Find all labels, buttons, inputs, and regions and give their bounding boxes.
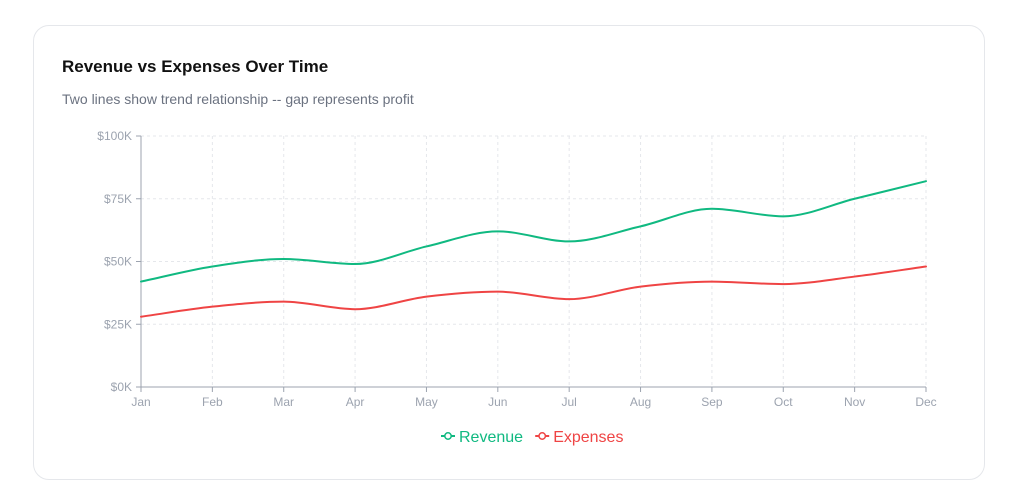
y-tick-label: $100K xyxy=(97,129,132,143)
legend-swatch-dot-expenses xyxy=(538,432,547,440)
y-tick-label: $50K xyxy=(104,255,132,269)
line-chart: $0K $25K $50K $75K $100K Jan Feb Mar Apr May Jun Ju… xyxy=(97,129,936,446)
x-tick-label: Nov xyxy=(844,395,865,409)
y-tick-label: $0K xyxy=(111,380,132,394)
chart-title: Revenue vs Expenses Over Time xyxy=(62,57,329,76)
x-tick-label: Mar xyxy=(273,395,294,409)
x-tick-label: Aug xyxy=(630,395,651,409)
x-tick-label: Dec xyxy=(915,395,936,409)
legend-swatch-dot-revenue xyxy=(444,432,452,440)
series-line-revenue xyxy=(140,180,927,283)
x-tick-label: Jul xyxy=(562,395,577,409)
chart-subtitle: Two lines show trend relationship -- gap… xyxy=(62,91,414,107)
legend-label-revenue: Revenue xyxy=(459,429,523,446)
x-tick-label: Sep xyxy=(701,395,723,409)
x-tick-label: Apr xyxy=(346,395,365,409)
x-tick-label: May xyxy=(415,395,438,409)
y-tick-label: $75K xyxy=(104,192,132,206)
x-tick-label: Feb xyxy=(202,395,223,409)
x-tick-label: Jan xyxy=(131,395,150,409)
x-tick-label: Jun xyxy=(488,395,507,409)
x-tick-label: Oct xyxy=(774,395,793,409)
series-line-expenses xyxy=(140,265,927,318)
chart-card: Revenue vs Expenses Over Time Two lines … xyxy=(33,25,985,480)
y-tick-label: $25K xyxy=(104,317,132,331)
legend-label-expenses: Expenses xyxy=(553,429,623,446)
